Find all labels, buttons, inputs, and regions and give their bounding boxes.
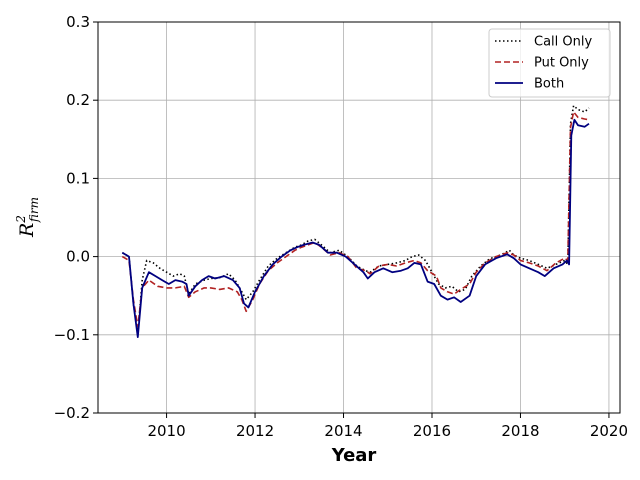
y-tick-label: −0.2 — [54, 404, 90, 422]
legend: Call Only Put Only Both — [488, 28, 611, 98]
legend-box — [488, 28, 611, 98]
y-tick-label: 0.1 — [66, 169, 90, 187]
y-tick-label: 0.2 — [66, 91, 90, 109]
x-tick-label: 2016 — [413, 422, 451, 440]
plot-frame — [97, 21, 621, 414]
x-axis-label: Year — [331, 445, 377, 466]
y-tick-label: −0.1 — [54, 326, 90, 344]
legend-label-put-only: Put Only — [534, 56, 589, 71]
x-tick-label: 2020 — [590, 422, 628, 440]
x-tick-label: 2018 — [501, 422, 539, 440]
y-axis-label-sub: firm — [27, 197, 41, 223]
x-tick-label: 2012 — [236, 422, 274, 440]
legend-label-call-only: Call Only — [534, 35, 592, 50]
x-tick-label: 2010 — [147, 422, 185, 440]
y-axis-label: R2firm — [14, 197, 41, 238]
y-axis-label-base: R — [16, 223, 38, 238]
series-lines — [121, 104, 590, 338]
series-line-put-only — [121, 111, 590, 328]
x-tick-label: 2014 — [324, 422, 362, 440]
legend-label-both: Both — [534, 77, 564, 92]
series-line-both — [121, 118, 590, 338]
y-tick-label: 0.0 — [66, 248, 90, 266]
series-line-call-only — [121, 104, 590, 336]
y-tick-label: 0.3 — [66, 13, 90, 31]
y-axis-label-sup: 2 — [14, 215, 28, 224]
axis-ticks: 2010 2012 2014 2016 2018 2020 −0.2 −0.1 0.0 0.1 0.… — [54, 13, 628, 440]
